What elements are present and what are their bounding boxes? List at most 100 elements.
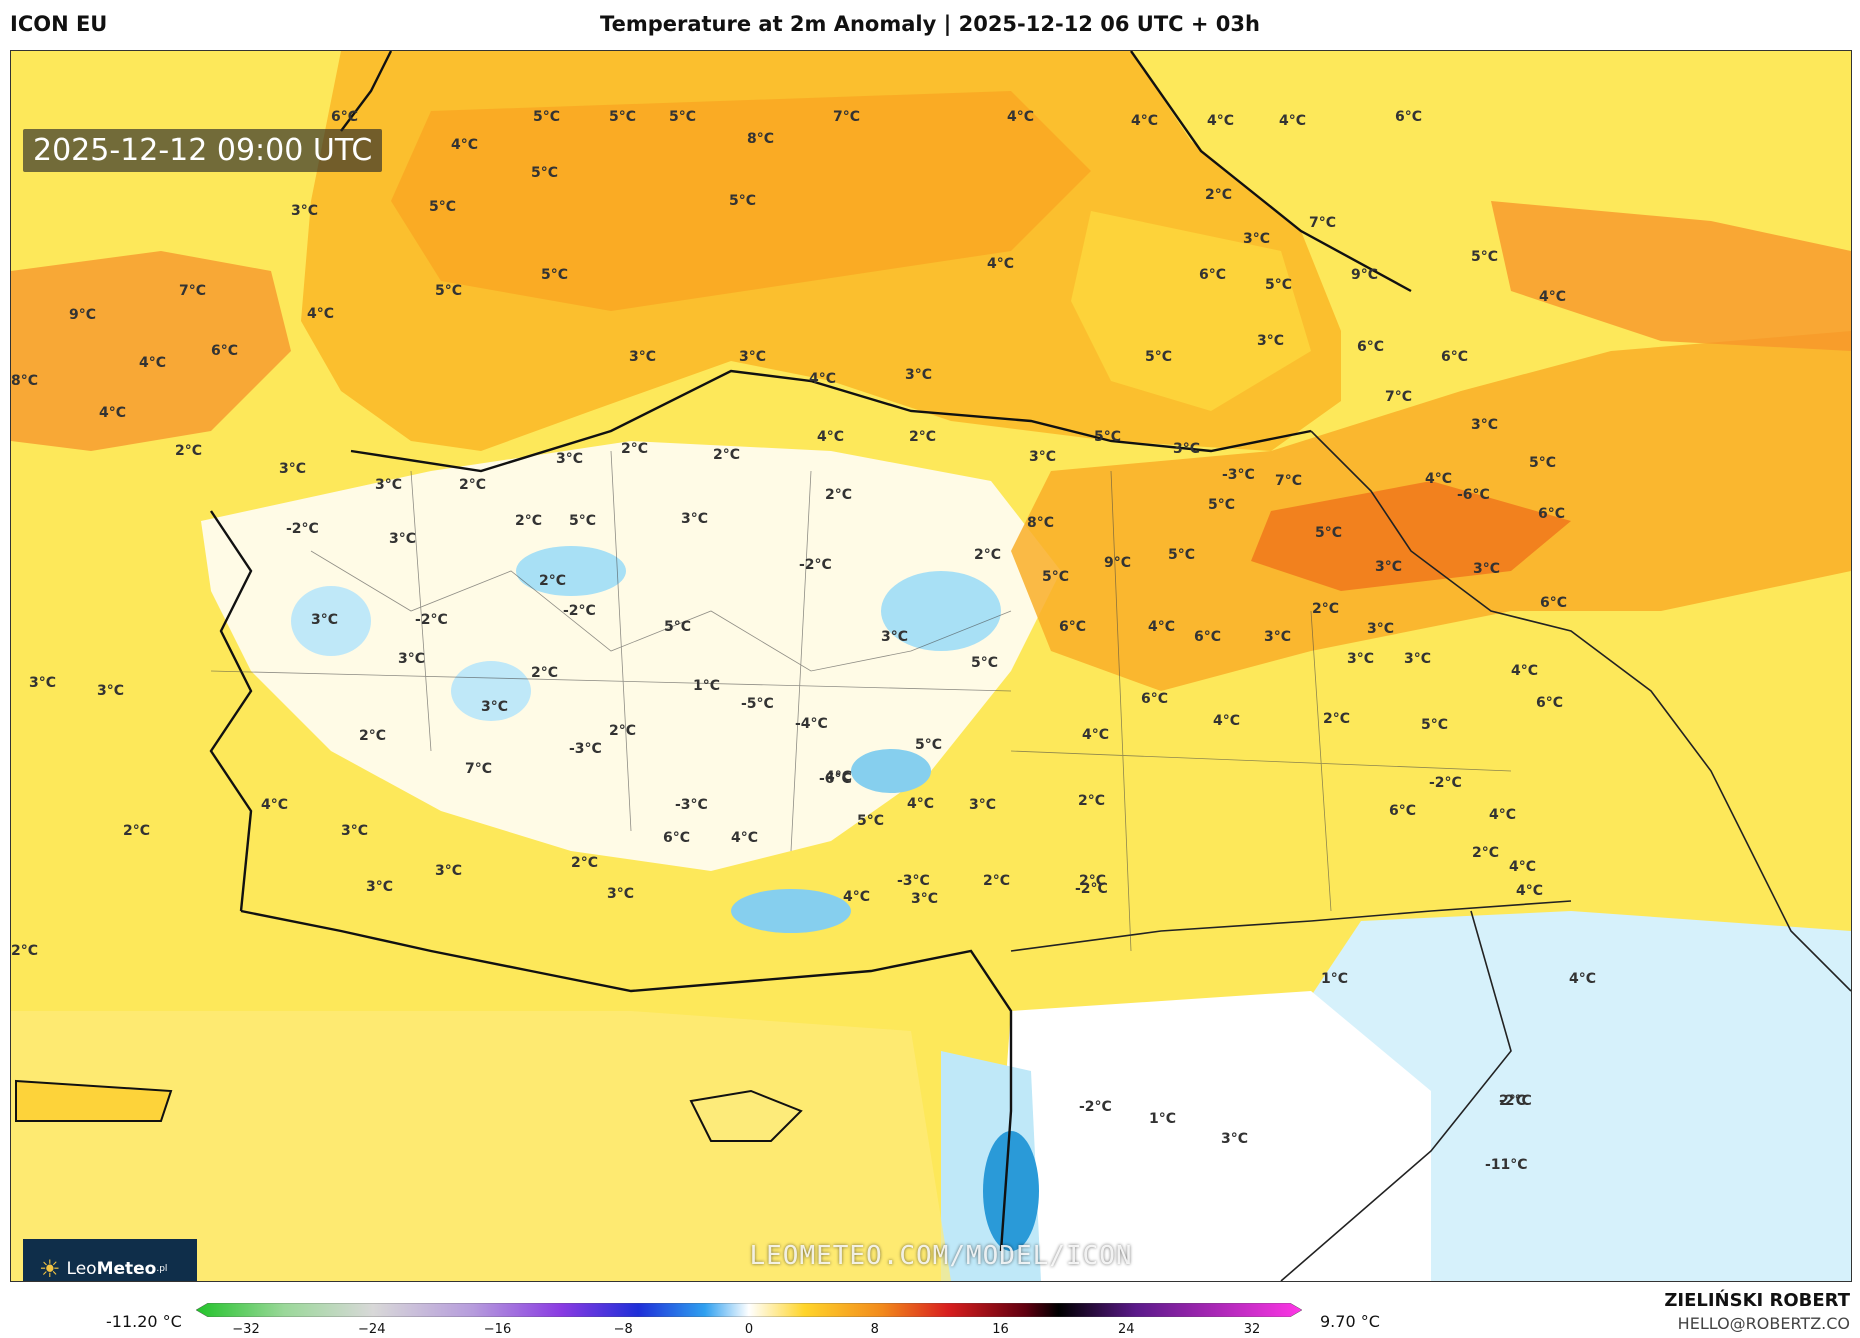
temperature-label: 1°C: [1321, 971, 1349, 987]
temperature-label: -5°C: [741, 696, 774, 712]
temperature-label: 4°C: [987, 256, 1015, 272]
temperature-label: 9°C: [69, 307, 97, 323]
cold-patch: [851, 749, 931, 793]
temperature-label: 1°C: [693, 678, 721, 694]
black-sea-core: [391, 91, 1091, 311]
temperature-label: 7°C: [833, 109, 861, 125]
temperature-label: 4°C: [1509, 859, 1537, 875]
temperature-label: 3°C: [366, 879, 394, 895]
temperature-label: 2°C: [11, 943, 39, 959]
caucasus-warm: [1491, 201, 1851, 351]
dead-sea-cold: [983, 1131, 1039, 1251]
temperature-label: 3°C: [389, 531, 417, 547]
temperature-label: 3°C: [911, 891, 939, 907]
temperature-label: 5°C: [669, 109, 697, 125]
temperature-label: 3°C: [481, 699, 509, 715]
temperature-label: 4°C: [1082, 727, 1110, 743]
temperature-label: 5°C: [1168, 547, 1196, 563]
temperature-label: 4°C: [1425, 471, 1453, 487]
temperature-label: 4°C: [1213, 713, 1241, 729]
temperature-label: 3°C: [905, 367, 933, 383]
temperature-label: 2°C: [175, 443, 203, 459]
temperature-label: 3°C: [291, 203, 319, 219]
temperature-label: -2°C: [286, 521, 319, 537]
temperature-label: 3°C: [1473, 561, 1501, 577]
temperature-label: 3°C: [29, 675, 57, 691]
author-email[interactable]: HELLO@ROBERTZ.CO: [1677, 1314, 1850, 1333]
temperature-label: 4°C: [809, 371, 837, 387]
temperature-label: 3°C: [1257, 333, 1285, 349]
temperature-label: 4°C: [817, 429, 845, 445]
temperature-label: 4°C: [1489, 807, 1517, 823]
temperature-label: 2°C: [515, 513, 543, 529]
colorbar-tick-label: 32: [1243, 1322, 1261, 1337]
temperature-label: 2°C: [539, 573, 567, 589]
map-area[interactable]: 6°C 5°C 5°C 5°C 8°C 7°C 4°C 4°C 4°C 4°C 6°C 4°C 5°C 5…: [10, 50, 1852, 1282]
temperature-label: 6°C: [1194, 629, 1222, 645]
temperature-label: 3°C: [1471, 417, 1499, 433]
logo-suffix: .pl: [156, 1264, 168, 1274]
temperature-label: 6°C: [1441, 349, 1469, 365]
temperature-label: 4°C: [1007, 109, 1035, 125]
black-sea-east: [1071, 211, 1311, 411]
temperature-label: 8°C: [747, 131, 775, 147]
temperature-label: 5°C: [915, 737, 943, 753]
temperature-label: -3°C: [1222, 467, 1255, 483]
colorbar-tick-label: −16: [483, 1322, 512, 1337]
watermark: LEOMETEO.COM/MODEL/ICON: [749, 1241, 1133, 1271]
temperature-label: 6°C: [1059, 619, 1087, 635]
temperature-label: -2°C: [563, 603, 596, 619]
temperature-label: 6°C: [663, 830, 691, 846]
temperature-label: 2°C: [1312, 601, 1340, 617]
temperature-label: 2°C: [983, 873, 1011, 889]
temperature-label: 3°C: [739, 349, 767, 365]
temperature-label: 4°C: [1148, 619, 1176, 635]
syria-neutral: [991, 991, 1431, 1281]
temperature-label: 3°C: [969, 797, 997, 813]
balkans-warm: [11, 251, 291, 451]
temperature-label: 4°C: [1511, 663, 1539, 679]
temperature-label: 4°C: [307, 306, 335, 322]
temperature-label: 1°C: [1149, 1111, 1177, 1127]
temperature-label: 3°C: [311, 612, 339, 628]
cold-patch: [451, 661, 531, 721]
temperature-label: 2°C: [974, 547, 1002, 563]
temperature-label: 3°C: [1243, 231, 1271, 247]
temperature-label: 5°C: [729, 193, 757, 209]
temperature-label: 6°C: [1540, 595, 1568, 611]
temperature-label: 5°C: [541, 267, 569, 283]
temperature-label: -6°C: [819, 771, 852, 787]
temperature-label: 2°C: [1499, 1093, 1527, 1109]
colorbar-tick-label: 8: [870, 1322, 879, 1337]
temperature-label: -2°C: [1429, 775, 1462, 791]
border-syria-iraq: [1280, 910, 1512, 1281]
syria-cold: [1301, 911, 1851, 1281]
leometeo-logo[interactable]: ☀ Leo Meteo .pl: [23, 1239, 197, 1281]
temperature-label: -4°C: [795, 716, 828, 732]
temperature-label: -2°C: [1499, 1093, 1532, 1109]
temperature-label: 8°C: [1027, 515, 1055, 531]
temperature-label: 6°C: [1199, 267, 1227, 283]
colorbar-tick-label: −32: [232, 1322, 260, 1337]
border-south: [1010, 900, 1572, 952]
temperature-label: 2°C: [531, 665, 559, 681]
temperature-label: 6°C: [331, 109, 359, 125]
temperature-label: 3°C: [1221, 1131, 1249, 1147]
temperature-label: 4°C: [1131, 113, 1159, 129]
temperature-label: 5°C: [1421, 717, 1449, 733]
temperature-label: 6°C: [211, 343, 239, 359]
valid-time-box: 2025-12-12 09:00 UTC: [23, 129, 383, 172]
temperature-label: 5°C: [429, 199, 457, 215]
temperature-label: 5°C: [1094, 429, 1122, 445]
temperature-label: 3°C: [1404, 651, 1432, 667]
colorbar-min-label: -11.20 °C: [106, 1312, 182, 1331]
temperature-label: 2°C: [459, 477, 487, 493]
colorbar-tick-label: 0: [744, 1322, 754, 1337]
cold-patch: [731, 889, 851, 933]
temperature-label: 3°C: [1347, 651, 1375, 667]
temperature-label: 6°C: [1141, 691, 1169, 707]
cold-patch: [516, 546, 626, 596]
temperature-label: 3°C: [375, 477, 403, 493]
colorbar-tick-label: 24: [1117, 1322, 1135, 1337]
temperature-label: 5°C: [1529, 455, 1557, 471]
